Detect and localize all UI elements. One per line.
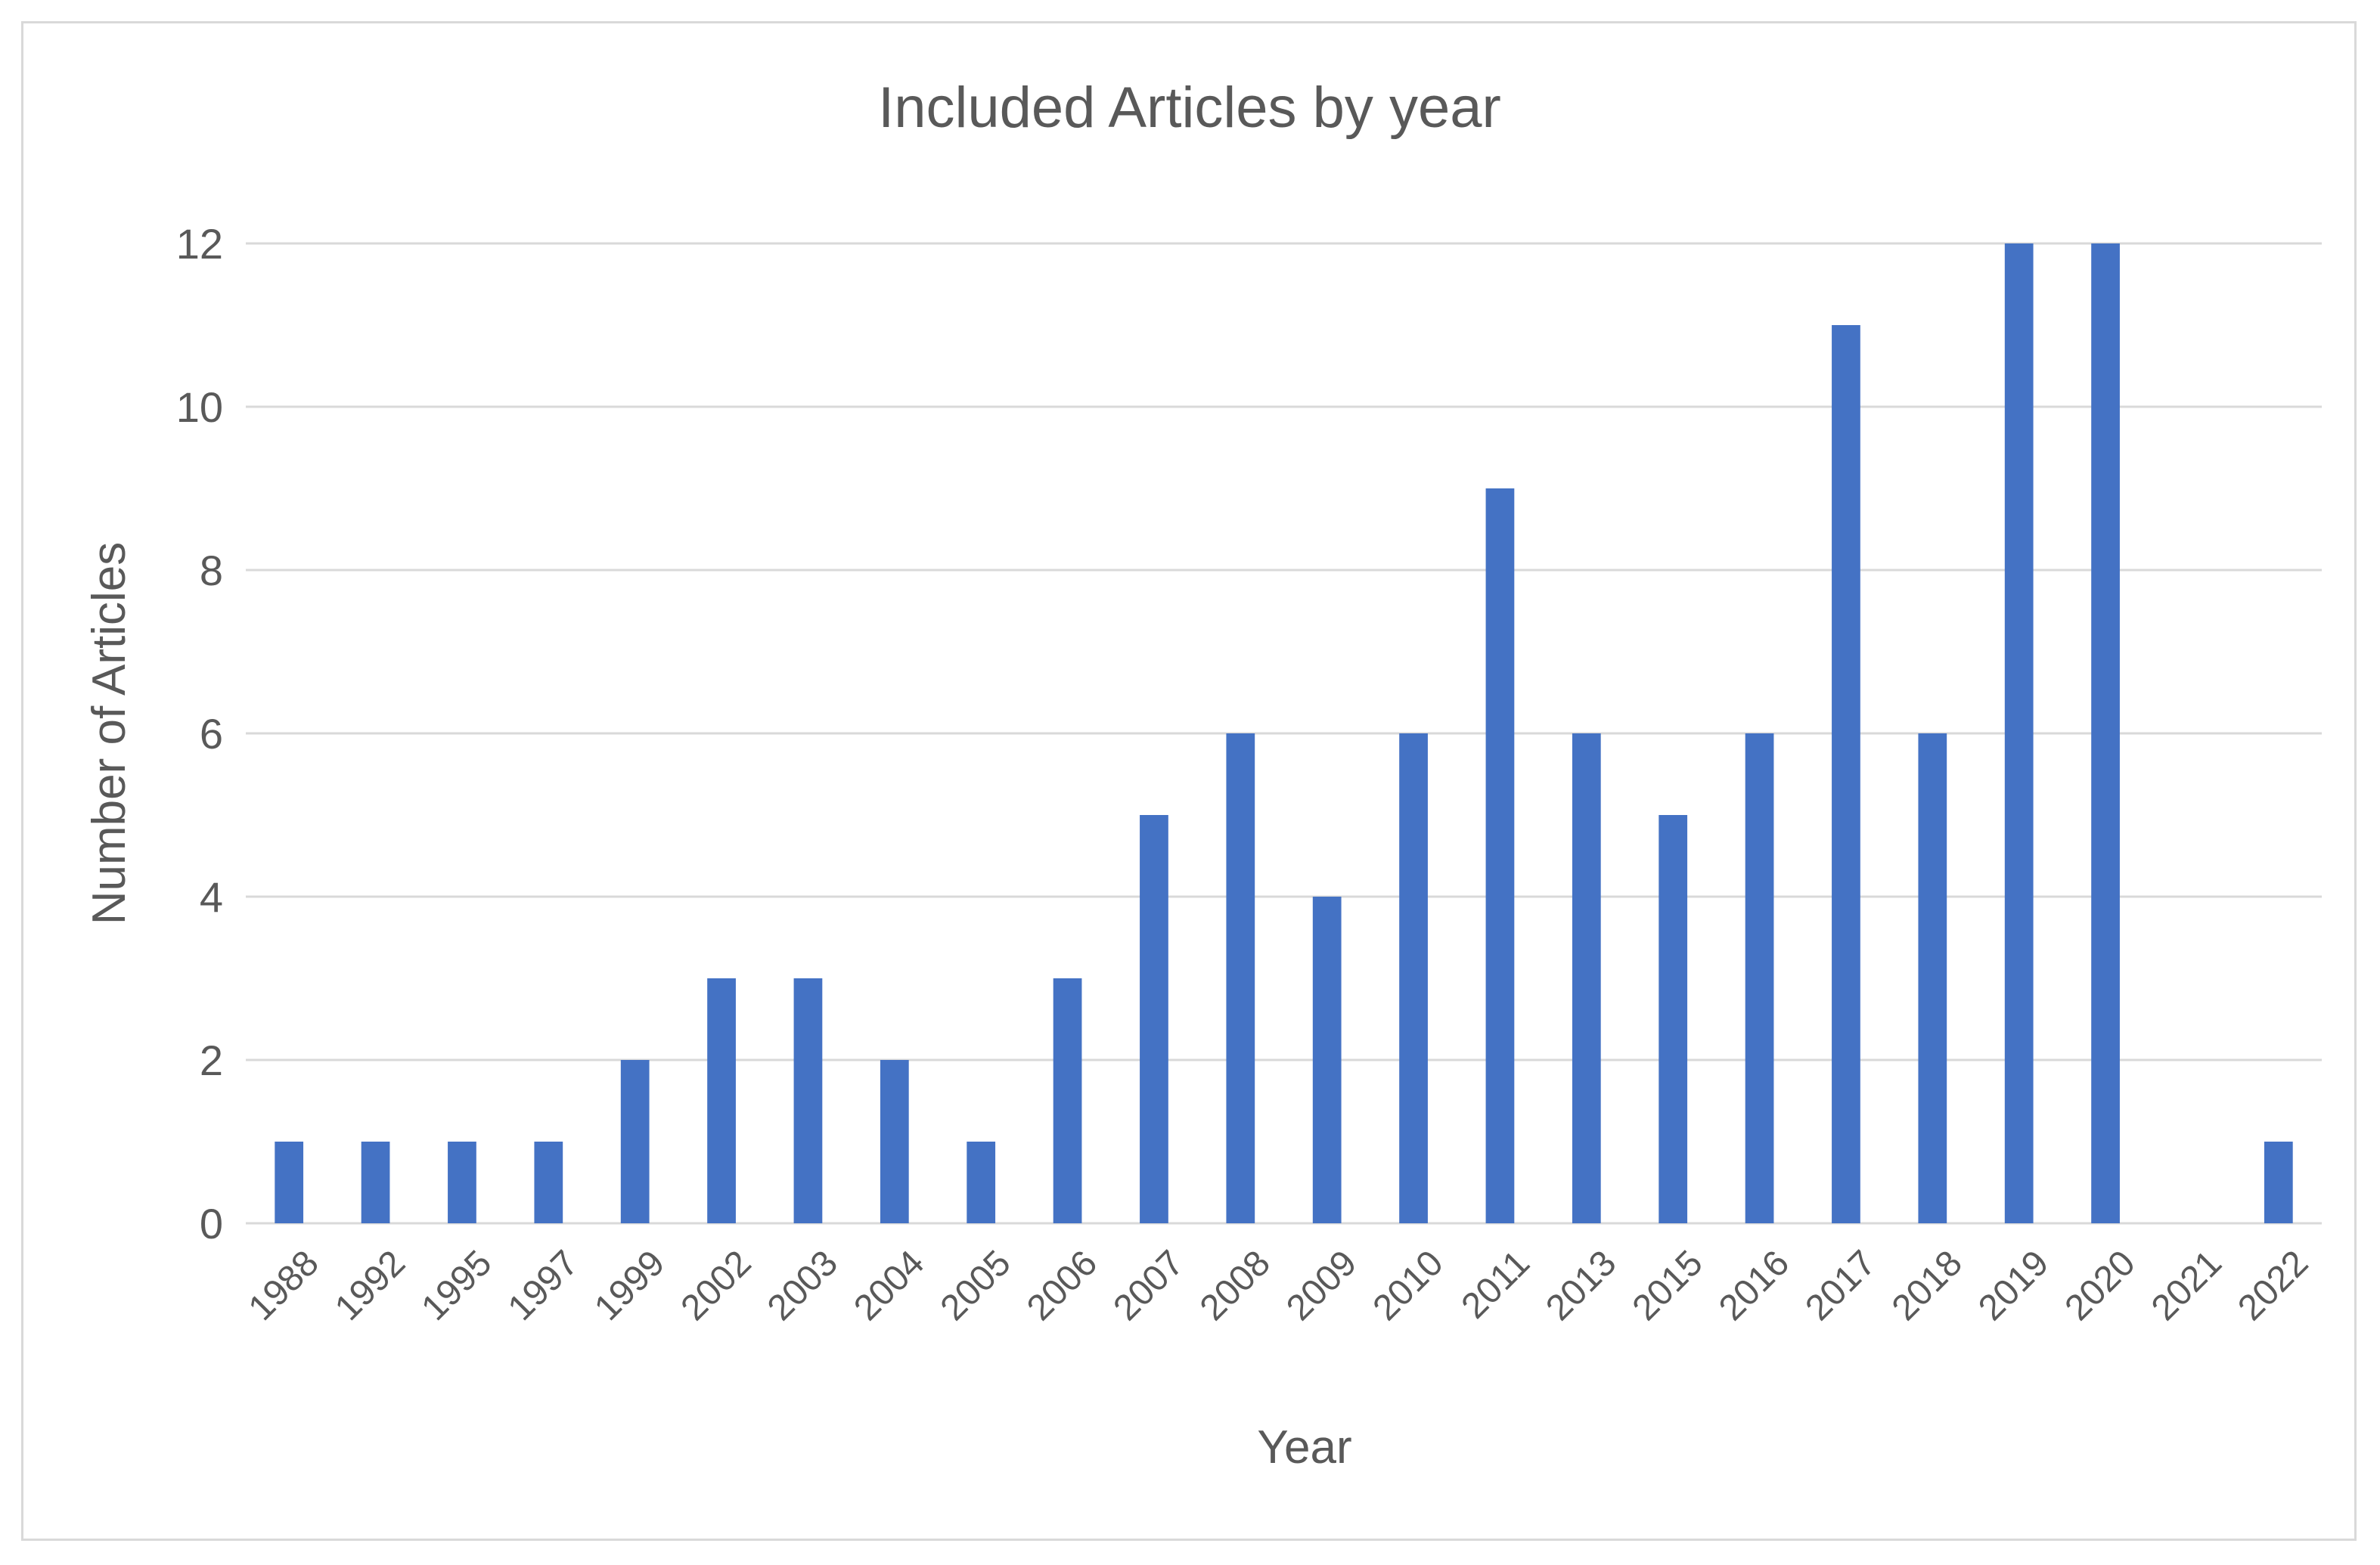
bar-2010 — [1399, 733, 1428, 1223]
bar-1995 — [448, 1142, 476, 1223]
x-tick-label-2011: 2011 — [1454, 1243, 1538, 1326]
x-axis-title: Year — [1257, 1421, 1351, 1474]
y-axis-ticks: 0 2 4 6 8 10 12 — [176, 220, 223, 1247]
chart-title: Included Articles by year — [878, 76, 1501, 140]
x-tick-label-2020: 2020 — [2058, 1243, 2143, 1328]
bar-2020 — [2091, 243, 2120, 1223]
x-tick-label-2017: 2017 — [1798, 1243, 1883, 1328]
y-tick-label: 4 — [200, 873, 223, 921]
y-tick-label: 8 — [200, 547, 223, 594]
bars — [275, 243, 2293, 1223]
bar-1999 — [620, 1060, 650, 1223]
bar-2004 — [880, 1060, 909, 1223]
x-tick-label-2021: 2021 — [2144, 1243, 2230, 1328]
bar-2019 — [2004, 243, 2034, 1223]
y-tick-label: 0 — [200, 1200, 223, 1247]
bar-1997 — [534, 1142, 563, 1223]
x-tick-label-2019: 2019 — [1971, 1243, 2056, 1328]
bar-2017 — [1832, 325, 1860, 1223]
x-tick-label-2003: 2003 — [760, 1243, 846, 1328]
chart-frame — [21, 21, 2357, 1541]
y-axis-title: Number of Articles — [83, 542, 135, 925]
x-tick-label-1995: 1995 — [414, 1243, 499, 1328]
bar-2007 — [1140, 815, 1168, 1223]
x-tick-label-2016: 2016 — [1711, 1243, 1797, 1328]
y-tick-label: 6 — [200, 710, 223, 758]
bar-2015 — [1659, 815, 1688, 1223]
x-tick-label-2015: 2015 — [1625, 1243, 1711, 1328]
x-tick-label-2005: 2005 — [933, 1243, 1019, 1328]
bar-2011 — [1485, 488, 1515, 1223]
x-tick-label-1992: 1992 — [327, 1243, 413, 1328]
bar-2008 — [1226, 733, 1255, 1223]
bar-2022 — [2264, 1142, 2293, 1223]
x-tick-label-2008: 2008 — [1193, 1243, 1278, 1328]
x-tick-label-2022: 2022 — [2230, 1243, 2316, 1328]
bar-2002 — [707, 978, 736, 1223]
x-tick-label-1999: 1999 — [587, 1243, 672, 1328]
x-tick-label-2009: 2009 — [1279, 1243, 1364, 1328]
x-tick-label-2002: 2002 — [674, 1243, 759, 1328]
x-tick-label-2018: 2018 — [1885, 1243, 1970, 1328]
x-tick-label-2010: 2010 — [1366, 1243, 1451, 1328]
x-tick-label-1997: 1997 — [501, 1243, 586, 1328]
x-tick-label-2004: 2004 — [846, 1243, 932, 1328]
bar-2018 — [1918, 733, 1947, 1223]
x-tick-label-2006: 2006 — [1019, 1243, 1105, 1328]
bar-2005 — [967, 1142, 996, 1223]
bar-2009 — [1312, 897, 1342, 1223]
y-tick-label: 2 — [200, 1037, 223, 1084]
x-tick-label-1988: 1988 — [241, 1243, 327, 1328]
x-tick-label-2007: 2007 — [1106, 1243, 1191, 1328]
x-axis-ticks: 1988 1992 1995 1997 1999 2002 2003 2004 2005 2006… — [241, 1243, 2316, 1328]
x-tick-label-2013: 2013 — [1538, 1243, 1624, 1328]
bar-2006 — [1053, 978, 1082, 1223]
y-tick-label: 12 — [176, 220, 223, 268]
bar-1992 — [361, 1142, 390, 1223]
bar-2013 — [1572, 733, 1601, 1223]
bar-1988 — [275, 1142, 304, 1223]
gridlines — [246, 242, 2322, 1225]
bar-2016 — [1745, 733, 1774, 1223]
bar-2003 — [793, 978, 823, 1223]
y-tick-label: 10 — [176, 383, 223, 431]
